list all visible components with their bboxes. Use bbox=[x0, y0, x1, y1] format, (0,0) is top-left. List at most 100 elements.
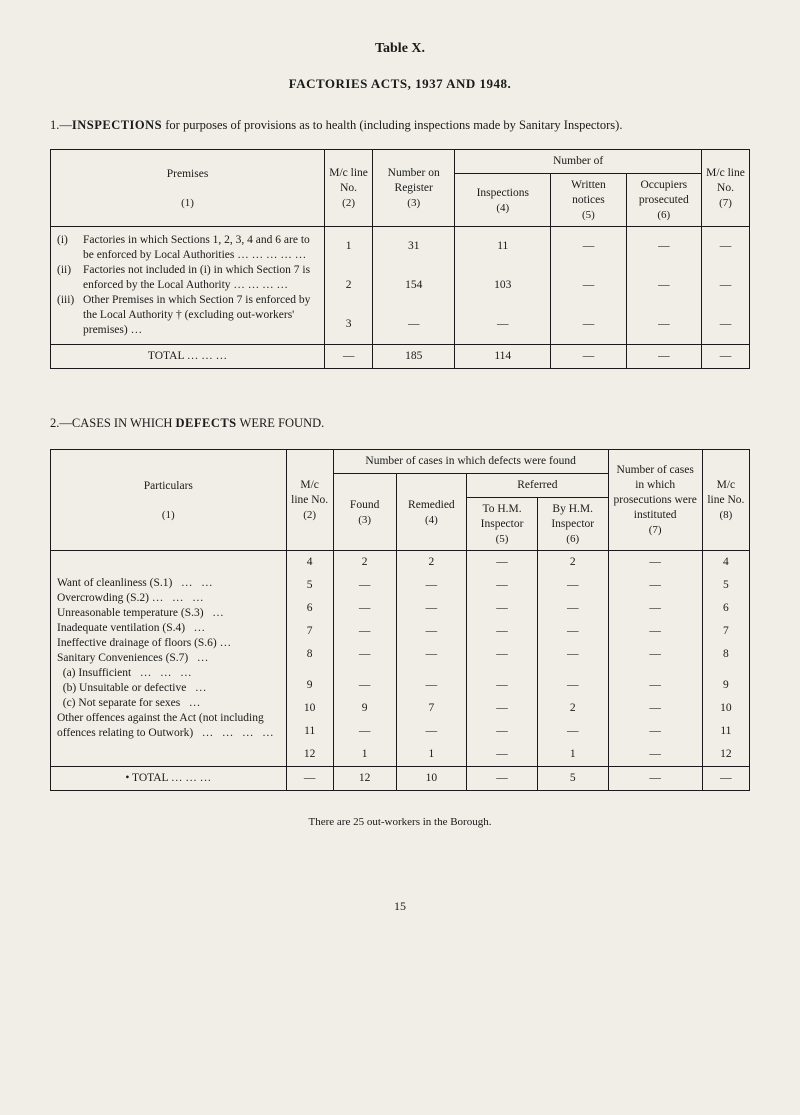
t1-cell: 31 bbox=[373, 227, 455, 266]
t2-cell: — bbox=[608, 551, 702, 574]
t2-h-mc2: M/c line No. (8) bbox=[702, 450, 749, 551]
t1-cell: — bbox=[702, 227, 750, 266]
t2-cell: — bbox=[608, 697, 702, 720]
t2-cell: 7 bbox=[702, 620, 749, 643]
t1-cell: 3 bbox=[325, 305, 373, 344]
t2-cell bbox=[537, 666, 608, 674]
t2-cell: 2 bbox=[396, 551, 467, 574]
t2-h-mc-txt: M/c line No. bbox=[291, 478, 329, 508]
t2-cell: — bbox=[396, 574, 467, 597]
t2-h-mc: M/c line No. (2) bbox=[286, 450, 333, 551]
t2-cell: 7 bbox=[396, 697, 467, 720]
t2-h-pros-txt: Number of cases in which prosecutions we… bbox=[613, 463, 698, 523]
t1-cell: — bbox=[373, 305, 455, 344]
t2-cell: 1 bbox=[333, 743, 396, 766]
t2-cell bbox=[608, 666, 702, 674]
section2-title: 2.—CASES IN WHICH DEFECTS WERE FOUND. bbox=[50, 415, 750, 431]
t1-cell: — bbox=[626, 227, 701, 266]
t2-cell: — bbox=[333, 620, 396, 643]
t1-h-mc: M/c line No. (2) bbox=[325, 150, 373, 227]
t1-h-numberof: Number of bbox=[455, 150, 702, 174]
t1-premises-cell: (i)Factories in which Sections 1, 2, 3, … bbox=[51, 227, 325, 345]
section2-bold: DEFECTS bbox=[175, 416, 236, 430]
t1-cell: 2 bbox=[325, 266, 373, 305]
t1-h-numreg-txt: Number on Register bbox=[377, 166, 450, 196]
section1-rest: for purposes of provisions as to health … bbox=[162, 118, 622, 132]
t2-cell: 12 bbox=[286, 743, 333, 766]
t2-cell: — bbox=[396, 597, 467, 620]
t2-cell: — bbox=[608, 674, 702, 697]
t2-cell: — bbox=[537, 674, 608, 697]
table-label: Table X. bbox=[50, 40, 750, 58]
t1-row-desc: Other Premises in which Section 7 is enf… bbox=[83, 293, 318, 338]
t2-row-desc: Sanitary Conveniences (S.7) … bbox=[57, 651, 282, 666]
t2-h-part-sub: (1) bbox=[55, 508, 282, 522]
t2-cell: 5 bbox=[702, 574, 749, 597]
t1-row-roman: (i) bbox=[57, 233, 83, 263]
section1-lead: INSPECTIONS bbox=[72, 118, 162, 132]
t1-h-premises-top: Premises bbox=[55, 167, 320, 182]
t1-h-occ: Occupiers prosecuted (6) bbox=[626, 174, 701, 227]
t1-h-insp: Inspections (4) bbox=[455, 174, 551, 227]
t2-cell: 5 bbox=[286, 574, 333, 597]
t1-cell: 154 bbox=[373, 266, 455, 305]
t2-cell bbox=[702, 666, 749, 674]
t2-cell: 8 bbox=[702, 643, 749, 666]
t2-cell: — bbox=[467, 597, 538, 620]
t1-row-roman: (ii) bbox=[57, 263, 83, 293]
t2-cell: — bbox=[537, 620, 608, 643]
t1-cell: — bbox=[626, 305, 701, 344]
t2-h-found: Found (3) bbox=[333, 474, 396, 551]
t1-cell: — bbox=[551, 227, 626, 266]
t1-total-cell: — bbox=[551, 345, 626, 369]
t2-h-found-txt: Found bbox=[338, 498, 392, 513]
t2-row-desc: (c) Not separate for sexes … bbox=[57, 696, 282, 711]
t2-h-mc2-txt: M/c line No. bbox=[707, 478, 745, 508]
t2-total-cell: — bbox=[608, 766, 702, 790]
t1-h-mc-sub: (2) bbox=[329, 196, 368, 210]
t2-cell: 1 bbox=[537, 743, 608, 766]
t2-cell: 11 bbox=[702, 720, 749, 743]
t2-cell: — bbox=[333, 674, 396, 697]
t2-cell: — bbox=[608, 643, 702, 666]
defects-table: Particulars (1) M/c line No. (2) Number … bbox=[50, 449, 750, 790]
t2-cell: 8 bbox=[286, 643, 333, 666]
inspections-table: Premises (1) M/c line No. (2) Number on … bbox=[50, 149, 750, 369]
t2-h-byhm-sub: (6) bbox=[542, 532, 604, 546]
t2-cell: 2 bbox=[537, 697, 608, 720]
t2-cell: — bbox=[333, 597, 396, 620]
t1-cell: — bbox=[626, 266, 701, 305]
t2-cell: 9 bbox=[333, 697, 396, 720]
t1-h-premises-sub: (1) bbox=[55, 196, 320, 210]
t1-cell: — bbox=[551, 305, 626, 344]
t1-h-mc2-sub: (7) bbox=[706, 196, 745, 210]
t2-cell: — bbox=[608, 597, 702, 620]
t2-cell: — bbox=[467, 674, 538, 697]
t2-cell: — bbox=[537, 597, 608, 620]
t2-total-cell: — bbox=[702, 766, 749, 790]
t2-cell: — bbox=[608, 620, 702, 643]
t2-cell: 10 bbox=[286, 697, 333, 720]
t2-row-desc: (a) Insufficient … … … bbox=[57, 666, 282, 681]
t2-h-byhm: By H.M. Inspector (6) bbox=[537, 498, 608, 551]
t2-cell bbox=[286, 666, 333, 674]
t2-h-pros-sub: (7) bbox=[613, 523, 698, 537]
t2-h-found-sub: (3) bbox=[338, 513, 392, 527]
t1-h-numreg: Number on Register (3) bbox=[373, 150, 455, 227]
t2-row-desc: Ineffective drainage of floors (S.6) … bbox=[57, 636, 282, 651]
t1-cell: 103 bbox=[455, 266, 551, 305]
acts-title: FACTORIES ACTS, 1937 AND 1948. bbox=[50, 76, 750, 93]
t2-h-part: Particulars (1) bbox=[51, 450, 287, 551]
t1-row-desc: Factories not included in (i) in which S… bbox=[83, 263, 318, 293]
t2-total-label: • TOTAL … … … bbox=[51, 766, 287, 790]
t2-cell: — bbox=[467, 743, 538, 766]
page-number: 15 bbox=[50, 899, 750, 915]
t1-h-mc-txt: M/c line No. bbox=[329, 166, 368, 196]
t2-row-desc: Other offences against the Act (not incl… bbox=[57, 711, 282, 741]
t2-cell: — bbox=[467, 697, 538, 720]
t1-h-written-txt: Written notices bbox=[555, 178, 621, 208]
t1-cell: 1 bbox=[325, 227, 373, 266]
t2-cell: — bbox=[537, 574, 608, 597]
t2-row-desc: (b) Unsuitable or defective … bbox=[57, 681, 282, 696]
section2-num: 2.— bbox=[50, 416, 72, 430]
